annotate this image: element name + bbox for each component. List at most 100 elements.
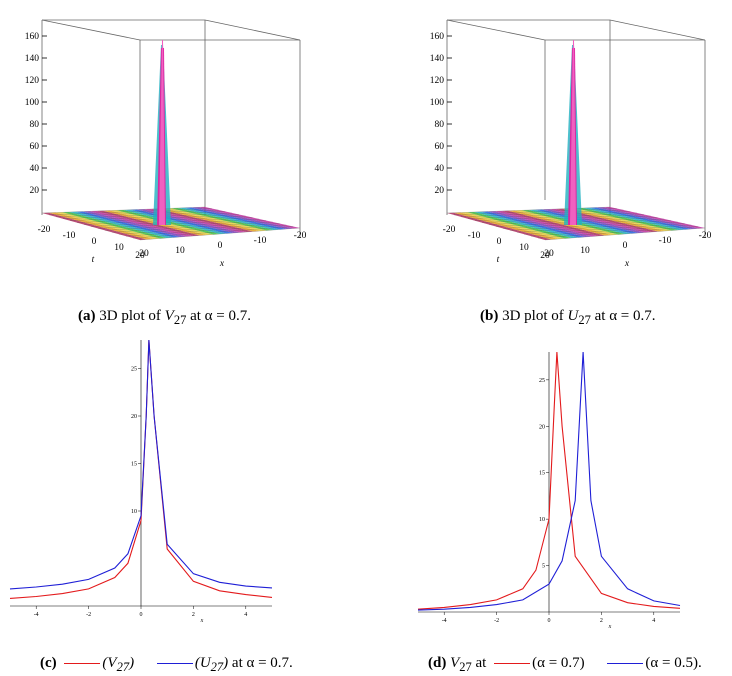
t-tick-label: -10 — [468, 231, 481, 241]
x-tick-label: -2 — [86, 612, 91, 618]
y-tick-label: 25 — [539, 378, 545, 384]
x-tick-label: 0 — [623, 241, 628, 251]
t-tick-label: 10 — [519, 243, 529, 253]
surface-grid-line — [509, 220, 672, 231]
z-tick-label: 100 — [25, 98, 40, 108]
legend-swatch-red-c — [64, 663, 101, 664]
caption-d-at: at — [475, 655, 487, 671]
box-edge — [609, 19, 706, 41]
surface-grid-line — [62, 211, 226, 219]
surface-spike-tip — [570, 40, 576, 225]
surface-grid-line — [104, 220, 267, 231]
surface-grid-line — [460, 209, 624, 218]
y-tick-label: 20 — [539, 424, 545, 430]
z-tick-label: 160 — [430, 32, 445, 42]
caption-b-letter: (b) — [480, 308, 499, 324]
x-axis-label: x — [200, 618, 204, 624]
x-tick-label: 0 — [218, 241, 223, 251]
caption-a: (a) 3D plot of V27 at α = 0.7. — [78, 307, 251, 329]
y-tick-label: 15 — [131, 462, 137, 468]
surface-grid-line — [69, 212, 233, 221]
legend-c-1: (V27) — [102, 655, 135, 674]
surface-grid-line — [97, 218, 260, 229]
legend-swatch-blue-c — [156, 663, 193, 664]
surface-grid-line — [139, 227, 301, 241]
x-tick-label: 10 — [580, 246, 590, 256]
caption-b: (b) 3D plot of U27 at α = 0.7. — [480, 307, 656, 329]
z-tick-label: 80 — [435, 120, 445, 130]
t-tick-label: 0 — [92, 237, 97, 247]
t-tick-label: -10 — [63, 231, 76, 241]
surface-spike-tip — [159, 40, 165, 225]
y-tick-label: 25 — [131, 367, 137, 373]
caption-d: (d) V27 at (α = 0.7) (α = 0.5). — [428, 654, 702, 676]
x-tick-label: 2 — [192, 612, 195, 618]
t-tick-label: 20 — [139, 249, 149, 259]
caption-b-mid: at — [594, 308, 606, 324]
x-tick-label: -10 — [254, 236, 267, 246]
x-tick-label: 10 — [175, 246, 185, 256]
z-tick-label: 20 — [435, 186, 445, 196]
surface-grid-line — [118, 223, 280, 235]
x-tick-label: -20 — [294, 231, 307, 241]
caption-a-mid: at — [190, 308, 201, 324]
t-tick-label: -20 — [38, 225, 51, 235]
caption-d-var: V — [450, 655, 460, 671]
z-tick-label: 140 — [430, 54, 445, 64]
caption-b-var: U — [567, 308, 579, 324]
caption-d-letter: (d) — [428, 655, 447, 671]
surface-grid-line — [530, 224, 692, 237]
x-tick-label: -10 — [659, 236, 672, 246]
box-edge — [41, 19, 141, 41]
box-edge — [204, 19, 301, 41]
line-chart-c: -4 -2 0 2 4 10 15 20 25 x — [9, 339, 273, 624]
caption-c-tail: at α = 0.7. — [231, 655, 293, 671]
caption-a-var: V — [164, 308, 174, 324]
surface-grid-line — [132, 226, 294, 239]
y-tick-label: 20 — [131, 414, 137, 420]
z-tick-label: 120 — [25, 76, 40, 86]
surface-grid-line — [537, 226, 699, 239]
x-tick-label: 20 — [135, 251, 145, 261]
t-tick-label: 20 — [544, 249, 554, 259]
x-tick-label: -4 — [34, 612, 39, 618]
x-tick-label: -20 — [699, 231, 712, 241]
x-axis-label: x — [608, 624, 612, 630]
caption-a-sub: 27 — [173, 313, 187, 327]
surface-grid-line — [41, 206, 206, 214]
caption-c: (c) (V27) (U27) at α = 0.7. — [40, 654, 293, 676]
t-tick-label: -20 — [443, 225, 456, 235]
x-axis-label: x — [219, 259, 225, 269]
surface-grid-line — [55, 209, 219, 218]
z-tick-label: 140 — [25, 54, 40, 64]
x-axis-label: x — [624, 259, 630, 269]
legend-d-2: (α = 0.5). — [645, 655, 702, 671]
legend-d-1: (α = 0.7) — [532, 655, 585, 671]
z-tick-label: 160 — [25, 32, 40, 42]
surface-grid-line — [48, 208, 212, 216]
surface-grid-line — [125, 224, 287, 237]
surface-grid-line — [111, 221, 273, 233]
surface-grid-line — [544, 227, 706, 241]
x-tick-label: 0 — [548, 618, 551, 624]
x-tick-label: 20 — [540, 251, 550, 261]
surface-grid-line — [90, 217, 253, 227]
x-tick-label: 4 — [652, 618, 655, 624]
caption-a-alpha: α = 0.7. — [204, 308, 251, 324]
panel-a-3d-plot: 160 140 120 100 80 60 40 20 -20 -10 0 10 20 t 20 10 0 -10… — [0, 0, 350, 290]
surface-grid-line — [481, 214, 644, 223]
panel-c-line-chart: -4 -2 0 2 4 10 15 20 25 x — [0, 336, 280, 636]
x-tick-label: 0 — [140, 612, 143, 618]
series-line-blue — [417, 351, 681, 611]
t-axis-label: t — [497, 255, 500, 265]
z-tick-label: 40 — [30, 164, 40, 174]
panel-d-line-chart: -4 -2 0 2 4 5 10 15 20 25 x — [408, 340, 688, 640]
z-tick-label: 60 — [435, 142, 445, 152]
x-tick-label: -4 — [442, 618, 447, 624]
surface-grid-line — [467, 211, 631, 219]
z-tick-label: 40 — [435, 164, 445, 174]
caption-a-prefix: 3D plot of — [99, 308, 161, 324]
legend-swatch-blue-d — [607, 663, 644, 664]
